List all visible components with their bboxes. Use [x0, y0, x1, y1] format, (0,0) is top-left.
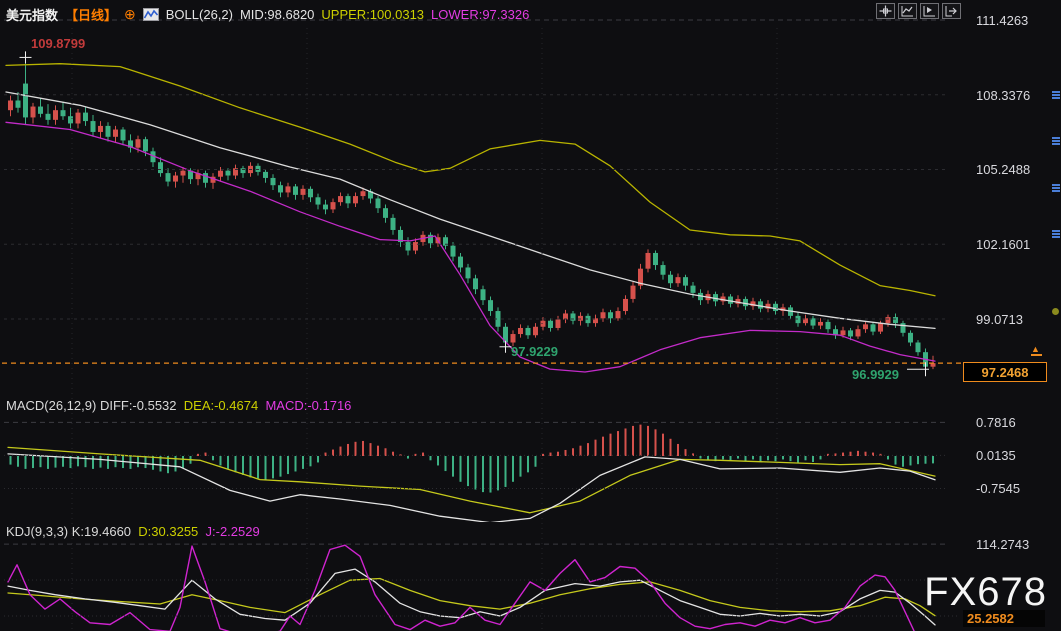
- candle-chart-tool-button[interactable]: [920, 3, 939, 19]
- main-ytick-label: 111.4263: [976, 13, 1029, 28]
- macd-dea-value: DEA:-0.4674: [183, 398, 259, 413]
- macd-params-label[interactable]: MACD(26,12,9): [6, 398, 97, 413]
- main-ytick-label: 99.0713: [976, 312, 1023, 327]
- chart-header: 美元指数 【日线】 ⊕ BOLL(26,2) MID:98.6820 UPPER…: [6, 4, 529, 24]
- kdj-last-value-badge: 25.2582: [963, 610, 1045, 627]
- high-price-annotation: 109.8799: [31, 36, 86, 51]
- fx678-watermark: FX678: [924, 570, 1047, 614]
- kdj-j-value: J:-2.2529: [205, 524, 260, 539]
- boll-label[interactable]: BOLL(26,2): [165, 6, 233, 22]
- boll-lower-value: LOWER:97.3326: [431, 6, 530, 22]
- line-chart-tool-button[interactable]: [898, 3, 917, 19]
- macd-ytick-label: 0.7816: [976, 415, 1016, 430]
- last-price-badge: 97.2468: [963, 362, 1047, 382]
- kdj-ytick-label: 114.2743: [976, 537, 1030, 552]
- kdj-pane-header: KDJ(9,3,3) K:19.4660 D:30.3255 J:-2.2529: [6, 524, 260, 539]
- main-ytick-label: 108.3376: [976, 88, 1031, 103]
- indicator-chart-icon[interactable]: [142, 7, 159, 21]
- macd-pane-header: MACD(26,12,9) DIFF:-0.5532 DEA:-0.4674 M…: [6, 398, 351, 413]
- price-up-arrow-icon: ▲: [1031, 345, 1042, 356]
- chart-toolbar: [876, 3, 961, 19]
- symbol-name: 美元指数: [6, 7, 59, 23]
- period-label[interactable]: 【日线】: [65, 7, 118, 23]
- kdj-k-value: K:19.4660: [71, 524, 132, 539]
- right-edge-cut-toolbar[interactable]: [1052, 308, 1061, 318]
- crosshair-tool-button[interactable]: [876, 3, 895, 19]
- main-ytick-label: 105.2488: [976, 162, 1031, 177]
- recent-low-price-annotation: 96.9929: [852, 367, 899, 382]
- macd-diff-value: DIFF:-0.5532: [99, 398, 177, 413]
- add-indicator-icon[interactable]: ⊕: [124, 6, 136, 22]
- boll-mid-value: MID:98.6820: [239, 6, 315, 22]
- macd-macd-value: MACD:-0.1716: [265, 398, 352, 413]
- main-ytick-label: 102.1601: [976, 237, 1031, 252]
- macd-ytick-label: 0.0135: [976, 448, 1016, 463]
- macd-ytick-label: -0.7545: [976, 481, 1021, 496]
- boll-upper-value: UPPER:100.0313: [321, 6, 425, 22]
- mid-low-price-annotation: 97.9229: [511, 344, 558, 359]
- right-edge-cut-toolbar[interactable]: [1052, 183, 1061, 197]
- export-tool-button[interactable]: [942, 3, 961, 19]
- right-edge-cut-toolbar[interactable]: [1052, 229, 1061, 243]
- right-edge-cut-toolbar[interactable]: [1052, 90, 1061, 104]
- kdj-d-value: D:30.3255: [138, 524, 199, 539]
- kdj-params-label[interactable]: KDJ(9,3,3): [6, 524, 69, 539]
- right-edge-cut-toolbar[interactable]: [1052, 136, 1061, 150]
